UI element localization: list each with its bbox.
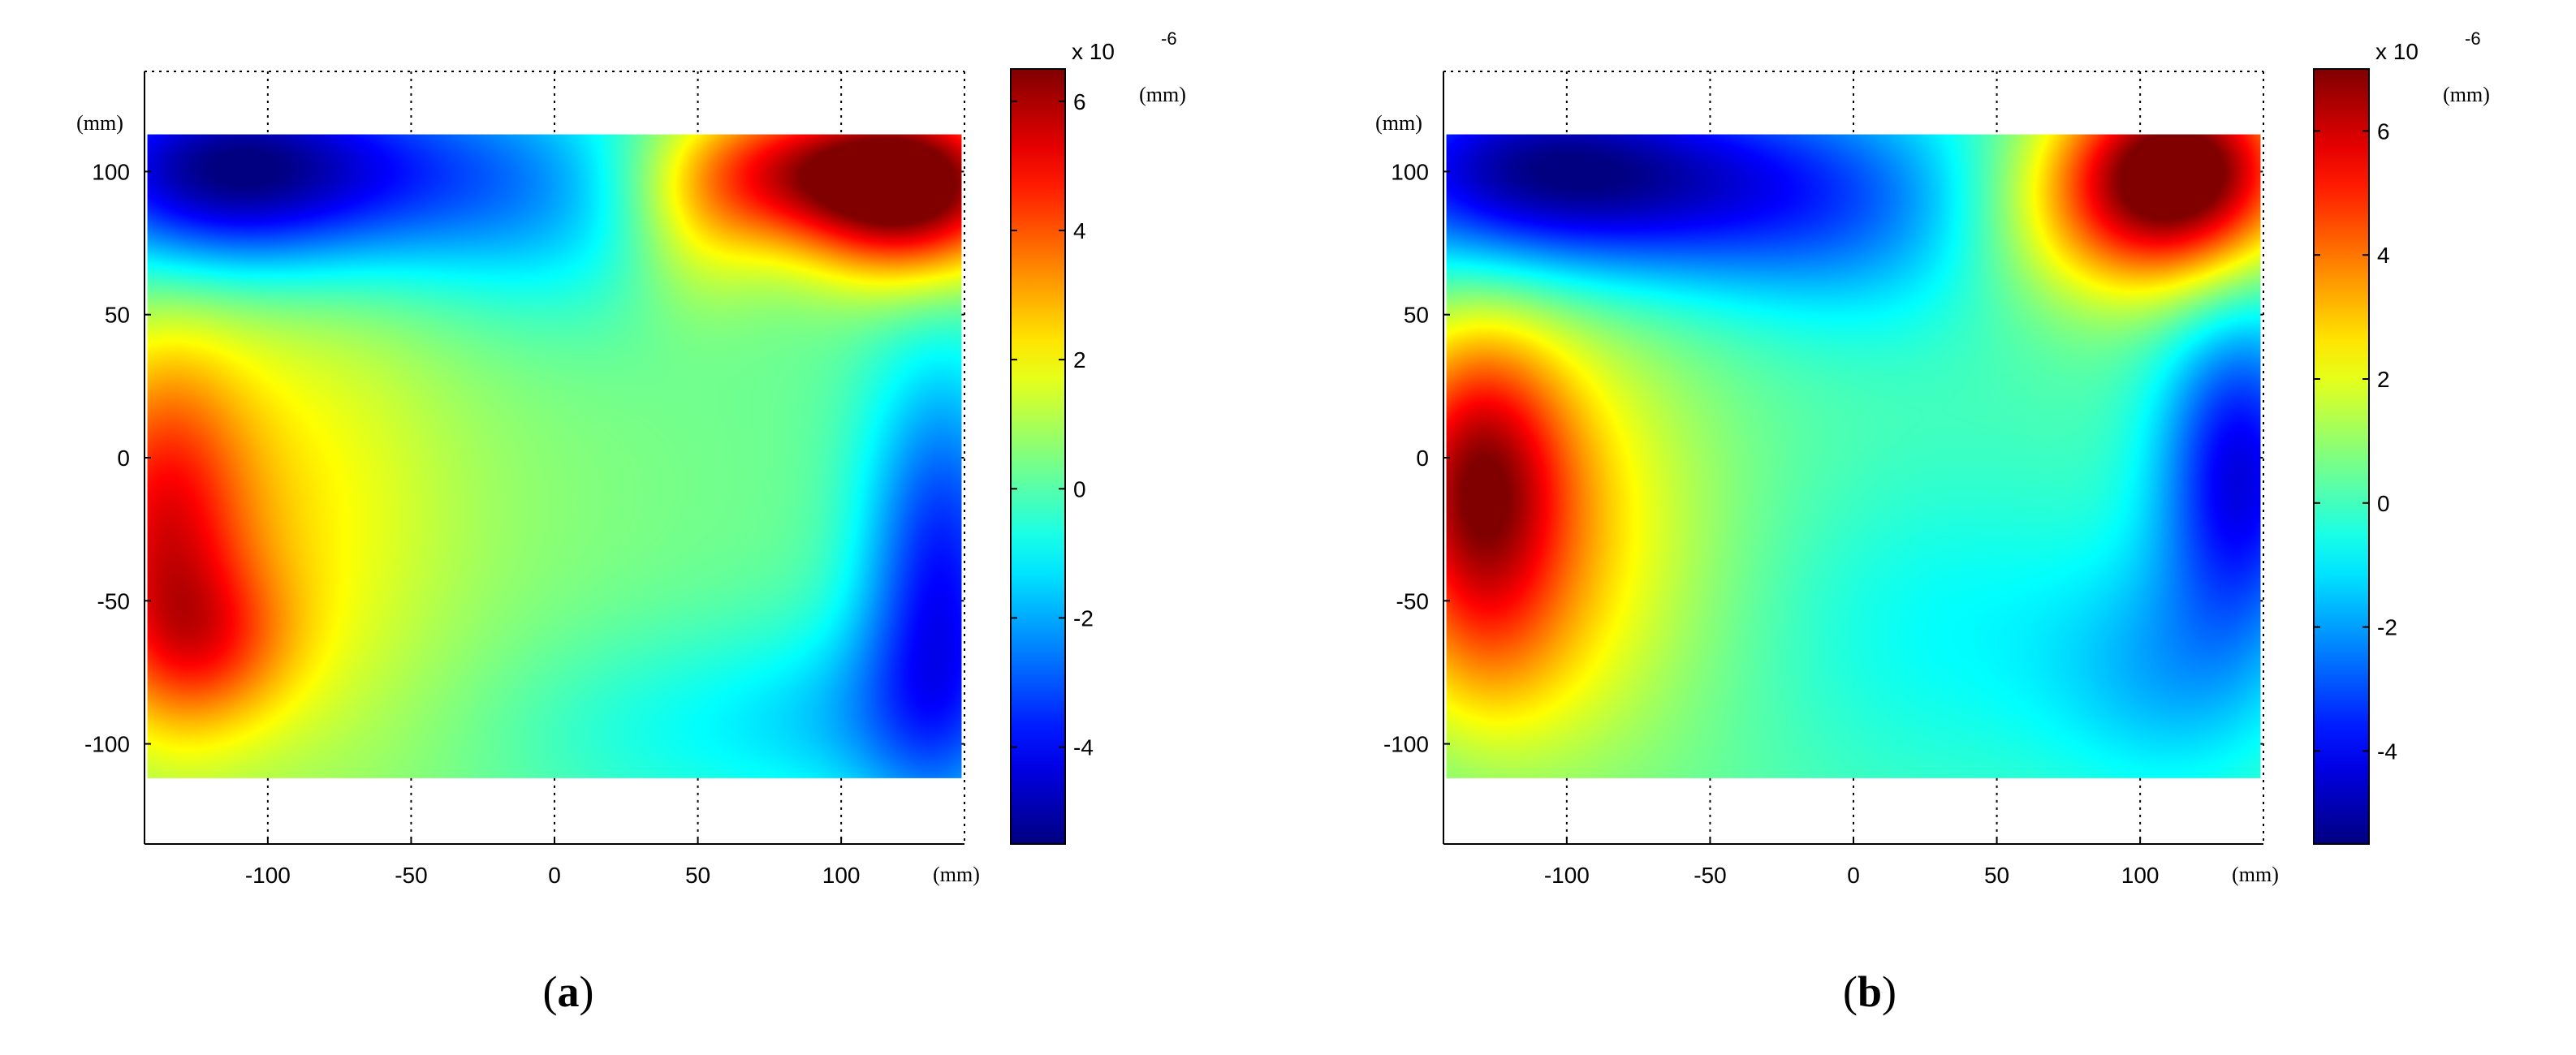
y-tick-label: 100 <box>1391 159 1429 184</box>
x-tick-label: 50 <box>1984 863 2009 888</box>
colorbar-tick-label: -2 <box>2377 615 2397 640</box>
colorbar-exponent-power: -6 <box>2465 28 2481 49</box>
grid <box>1443 71 2264 844</box>
colorbar-tick-label: -2 <box>1073 605 1094 631</box>
y-tick-label: 50 <box>105 303 130 328</box>
colorbar-unit: (mm) <box>1139 83 1186 106</box>
x-tick-label: -100 <box>1544 863 1590 888</box>
heatmap-surface <box>1446 134 2261 778</box>
panel-caption-letter: b <box>1858 967 1882 1016</box>
colorbar-tick-label: -4 <box>1073 735 1094 760</box>
colorbar-exponent-power: -6 <box>1161 28 1177 49</box>
y-axis-unit: (mm) <box>76 111 123 135</box>
colorbar <box>1010 68 1066 845</box>
heatmap-surface <box>147 134 962 778</box>
x-tick-label: -50 <box>395 863 427 888</box>
y-tick-label: -50 <box>1396 588 1429 614</box>
colorbar <box>2313 68 2370 845</box>
y-tick-label: 50 <box>1404 303 1429 328</box>
panel-a: -100 -50 0 50 100 (mm) -100 -50 0 50 100 (mm) -4 -2 0 2… <box>76 28 1186 1016</box>
colorbar-tick-label: 4 <box>1073 218 1086 243</box>
x-axis-unit: (mm) <box>933 863 980 886</box>
panel-caption-letter: a <box>558 967 580 1016</box>
colorbar-tick-label: 0 <box>1073 476 1086 502</box>
panel-b: -100 -50 0 50 100 (mm) -100 -50 0 50 100 (mm) -4 -2 0 2… <box>1375 28 2490 1016</box>
colorbar-tick-label: 4 <box>2377 243 2390 268</box>
y-tick-label: -100 <box>84 732 130 757</box>
panel-caption: (a) <box>543 967 594 1016</box>
y-axis-unit: (mm) <box>1375 111 1422 135</box>
x-tick-label: 50 <box>685 863 710 888</box>
colorbar-tick-label: -4 <box>2377 738 2397 764</box>
colorbar-exponent: x 10 <box>1072 39 1115 64</box>
panel-caption: (b) <box>1843 967 1896 1016</box>
colorbar-exponent: x 10 <box>2375 39 2419 64</box>
y-tick-label: 100 <box>92 159 130 184</box>
colorbar-tick-label: 0 <box>2377 491 2390 516</box>
x-tick-label: -100 <box>245 863 291 888</box>
colorbar-tick-label: 2 <box>1073 347 1086 372</box>
x-tick-label: 100 <box>822 863 861 888</box>
x-axis-unit: (mm) <box>2232 863 2279 886</box>
y-tick-label: 0 <box>117 446 130 471</box>
colorbar-tick-label: 6 <box>2377 118 2390 144</box>
x-tick-label: -50 <box>1694 863 1726 888</box>
x-tick-label: 0 <box>548 863 561 888</box>
colorbar-unit: (mm) <box>2443 83 2490 106</box>
x-tick-label: 100 <box>2121 863 2160 888</box>
y-tick-label: 0 <box>1416 446 1429 471</box>
colorbar-tick-label: 6 <box>1073 89 1086 114</box>
grid <box>145 71 965 844</box>
y-tick-label: -100 <box>1383 732 1429 757</box>
x-tick-label: 0 <box>1847 863 1860 888</box>
y-tick-label: -50 <box>97 588 130 614</box>
colorbar-tick-label: 2 <box>2377 367 2390 392</box>
